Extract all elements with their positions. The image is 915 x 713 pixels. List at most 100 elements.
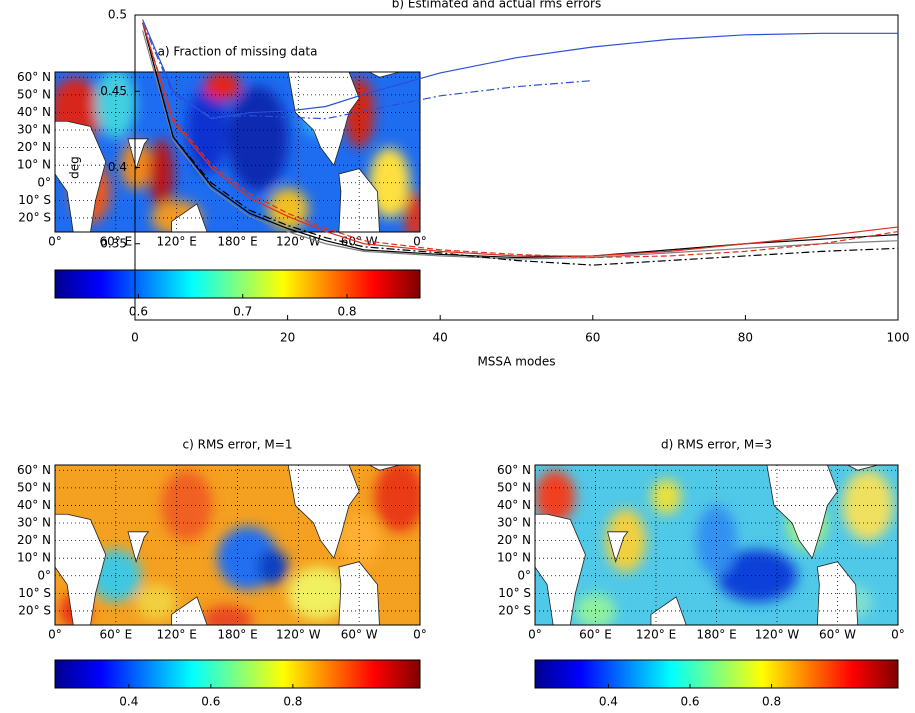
colorbar-tick-label: 0.4 [119,695,138,709]
x-tick-label: 60° E [99,235,132,249]
y-tick-label: 30° N [17,516,51,530]
x-tick-label: 0° [891,628,905,642]
y-tick-label: 50° N [17,87,51,101]
x-tick-label: 120° E [157,628,197,642]
map-panel: a) Fraction of missing data 0° 60° E 120° E… [17,45,427,319]
y-tick-label: 30° N [497,516,531,530]
series-line [142,22,593,120]
field-blob [696,505,737,576]
x-tick-label: 60° W [341,628,378,642]
land [369,72,400,78]
y-tick-label: 20° S [18,603,51,617]
y-tick-label: 10° N [497,551,531,565]
land [171,203,208,232]
map-frame [534,464,899,626]
land [607,531,629,564]
series-line [142,22,899,257]
x-tick-label: 0° [528,628,542,642]
land [287,72,360,167]
y-tick-label: 10° N [17,158,51,172]
map-panel: d) RMS error, M=3 0° 60° E 120° E 180° E 120°… [497,438,905,709]
x-tick-label: 20 [280,331,295,345]
field-blob [404,191,420,232]
field-blob [161,470,213,541]
y-tick-label: 40° N [17,105,51,119]
map-title: c) RMS error, M=1 [183,438,293,452]
y-axis-label: deg [68,156,82,179]
y-tick-label: 20° N [497,533,531,547]
y-tick-label: 0.5 [108,8,127,22]
colorbar [534,659,899,689]
land [847,465,878,471]
field-blob [267,188,309,231]
colorbar-tick-label: 0.6 [129,305,148,319]
x-tick-label: 120° W [276,628,321,642]
map-panel: c) RMS error, M=1 0° 60° E 120° E 180° E 120°… [17,438,427,709]
colorbar-tick-label: 0.4 [599,695,618,709]
y-tick-label: 0.35 [100,236,127,250]
y-tick-label: 20° N [17,533,51,547]
x-tick-label: 60° E [579,628,612,642]
land [55,120,107,232]
y-tick-label: 40° N [17,498,51,512]
x-tick-label: 120° E [636,628,676,642]
map-field [55,465,420,625]
y-tick-label: 0° [37,175,51,189]
x-tick-label: 0° [48,235,62,249]
land [535,513,586,625]
y-tick-label: 10° N [17,551,51,565]
field-blob [650,479,682,515]
colorbar-tick-label: 0.6 [680,695,699,709]
field-blob [204,72,241,101]
series-line [142,22,899,259]
field-blob [716,549,798,603]
land [127,531,150,564]
land [650,596,687,625]
y-tick-label: 20° S [18,210,51,224]
land [287,465,360,560]
x-tick-label: 120° W [755,628,800,642]
x-tick-label: 60 [585,331,600,345]
x-tick-label: 40 [433,331,448,345]
colorbar-tick-label: 0.6 [201,695,220,709]
map-frame [54,71,421,233]
land [127,138,150,171]
x-tick-label: 60° E [99,628,132,642]
field-blob [202,605,253,625]
y-tick-label: 20° N [17,140,51,154]
field-blob [374,465,420,532]
series-line [142,19,898,120]
field-blob [136,584,177,620]
y-tick-label: 60° N [17,70,51,84]
y-tick-label: 0° [37,568,51,582]
colorbar [54,269,421,299]
line-panel: b) Estimated and actual rms errors 0 20 40 6… [68,0,910,369]
field-blob [257,549,289,585]
map-title: d) RMS error, M=3 [661,438,772,452]
x-tick-label: 100 [887,331,910,345]
x-axis-label: MSSA modes [477,355,555,369]
x-tick-label: 0° [48,628,62,642]
series-line [142,30,899,260]
y-tick-label: 30° N [17,123,51,137]
x-tick-label: 0 [131,331,139,345]
x-tick-label: 0° [413,235,427,249]
y-tick-label: 60° N [17,463,51,477]
x-tick-label: 80 [738,331,753,345]
y-tick-label: 10° S [18,193,51,207]
y-tick-label: 0.45 [100,84,127,98]
y-tick-label: 60° N [497,463,531,477]
x-tick-label: 180° E [217,235,257,249]
chart-title: b) Estimated and actual rms errors [392,0,601,11]
land [55,513,107,625]
y-tick-label: 50° N [497,480,531,494]
colorbar [54,659,421,689]
y-tick-label: 10° S [498,586,531,600]
y-tick-label: 0° [517,568,531,582]
map-frame [54,464,421,626]
colorbar-tick-label: 0.8 [337,305,356,319]
field-blob [95,72,137,139]
x-tick-label: 120° E [157,235,197,249]
colorbar-tick-label: 0.8 [283,695,302,709]
